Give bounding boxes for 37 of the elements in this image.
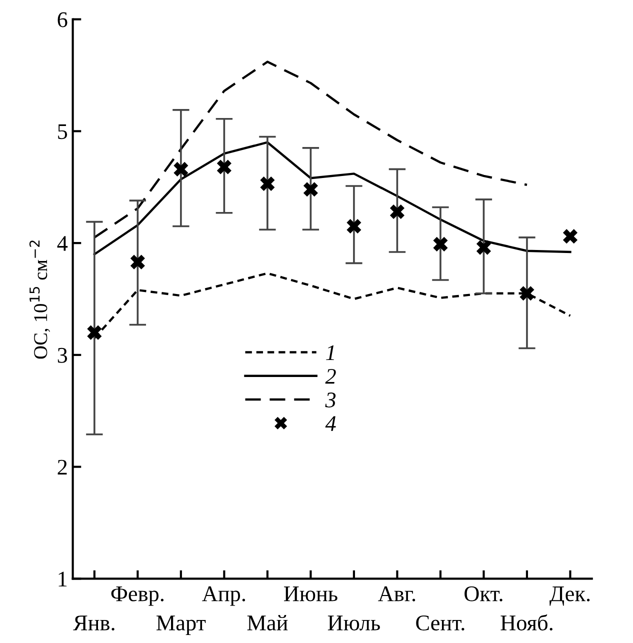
point — [562, 229, 578, 244]
x-tick-label: Окт. — [464, 586, 502, 602]
y-tick-label: 4 — [57, 236, 68, 251]
y-tick-label: 1 — [58, 572, 67, 586]
y-axis-title: ОС, 10$^{15}$ см$^{−2}$ — [29, 240, 50, 359]
line-series — [93, 141, 572, 256]
x-tick-label: Дек. — [550, 586, 590, 606]
legend-label: 2 — [325, 368, 336, 384]
point — [87, 325, 102, 340]
x-tick-label: Сент. — [416, 616, 464, 631]
y-tick-label: 5 — [58, 124, 68, 140]
legend-label: 4 — [325, 416, 336, 431]
x-tick-label: Март — [156, 616, 206, 635]
point — [174, 162, 188, 176]
point — [303, 182, 318, 197]
x-tick-label: Июнь — [284, 586, 338, 602]
x-tick-label: Авг. — [378, 586, 416, 602]
point — [476, 240, 491, 255]
point — [216, 160, 232, 174]
y-tick-label: 2 — [58, 460, 67, 475]
y-tick-label: 3 — [58, 348, 68, 363]
x-tick-label: Янв. — [73, 616, 114, 631]
point — [520, 286, 534, 301]
point — [346, 218, 362, 234]
point — [260, 176, 275, 192]
x-tick-label: Апр. — [202, 586, 246, 606]
legend-label: 3 — [325, 392, 336, 408]
y-tick-label: 6 — [58, 12, 68, 28]
point — [390, 204, 404, 220]
x-tick-label: Февр. — [111, 586, 164, 606]
point — [433, 236, 448, 252]
x-tick-label: Нояб. — [500, 614, 552, 631]
legend-label: 1 — [326, 345, 334, 360]
point — [130, 254, 145, 270]
line-series — [93, 60, 528, 239]
x-tick-label: Май — [247, 615, 288, 630]
x-tick-label: Июль — [328, 616, 380, 630]
